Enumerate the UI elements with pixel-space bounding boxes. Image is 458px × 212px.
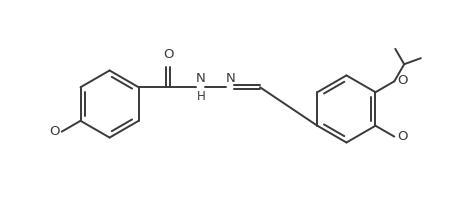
Text: N: N bbox=[225, 72, 235, 85]
Text: O: O bbox=[397, 74, 408, 87]
Text: O: O bbox=[49, 125, 60, 138]
Text: H: H bbox=[196, 90, 205, 103]
Text: N: N bbox=[196, 72, 206, 85]
Text: O: O bbox=[163, 48, 174, 61]
Text: O: O bbox=[397, 130, 408, 143]
